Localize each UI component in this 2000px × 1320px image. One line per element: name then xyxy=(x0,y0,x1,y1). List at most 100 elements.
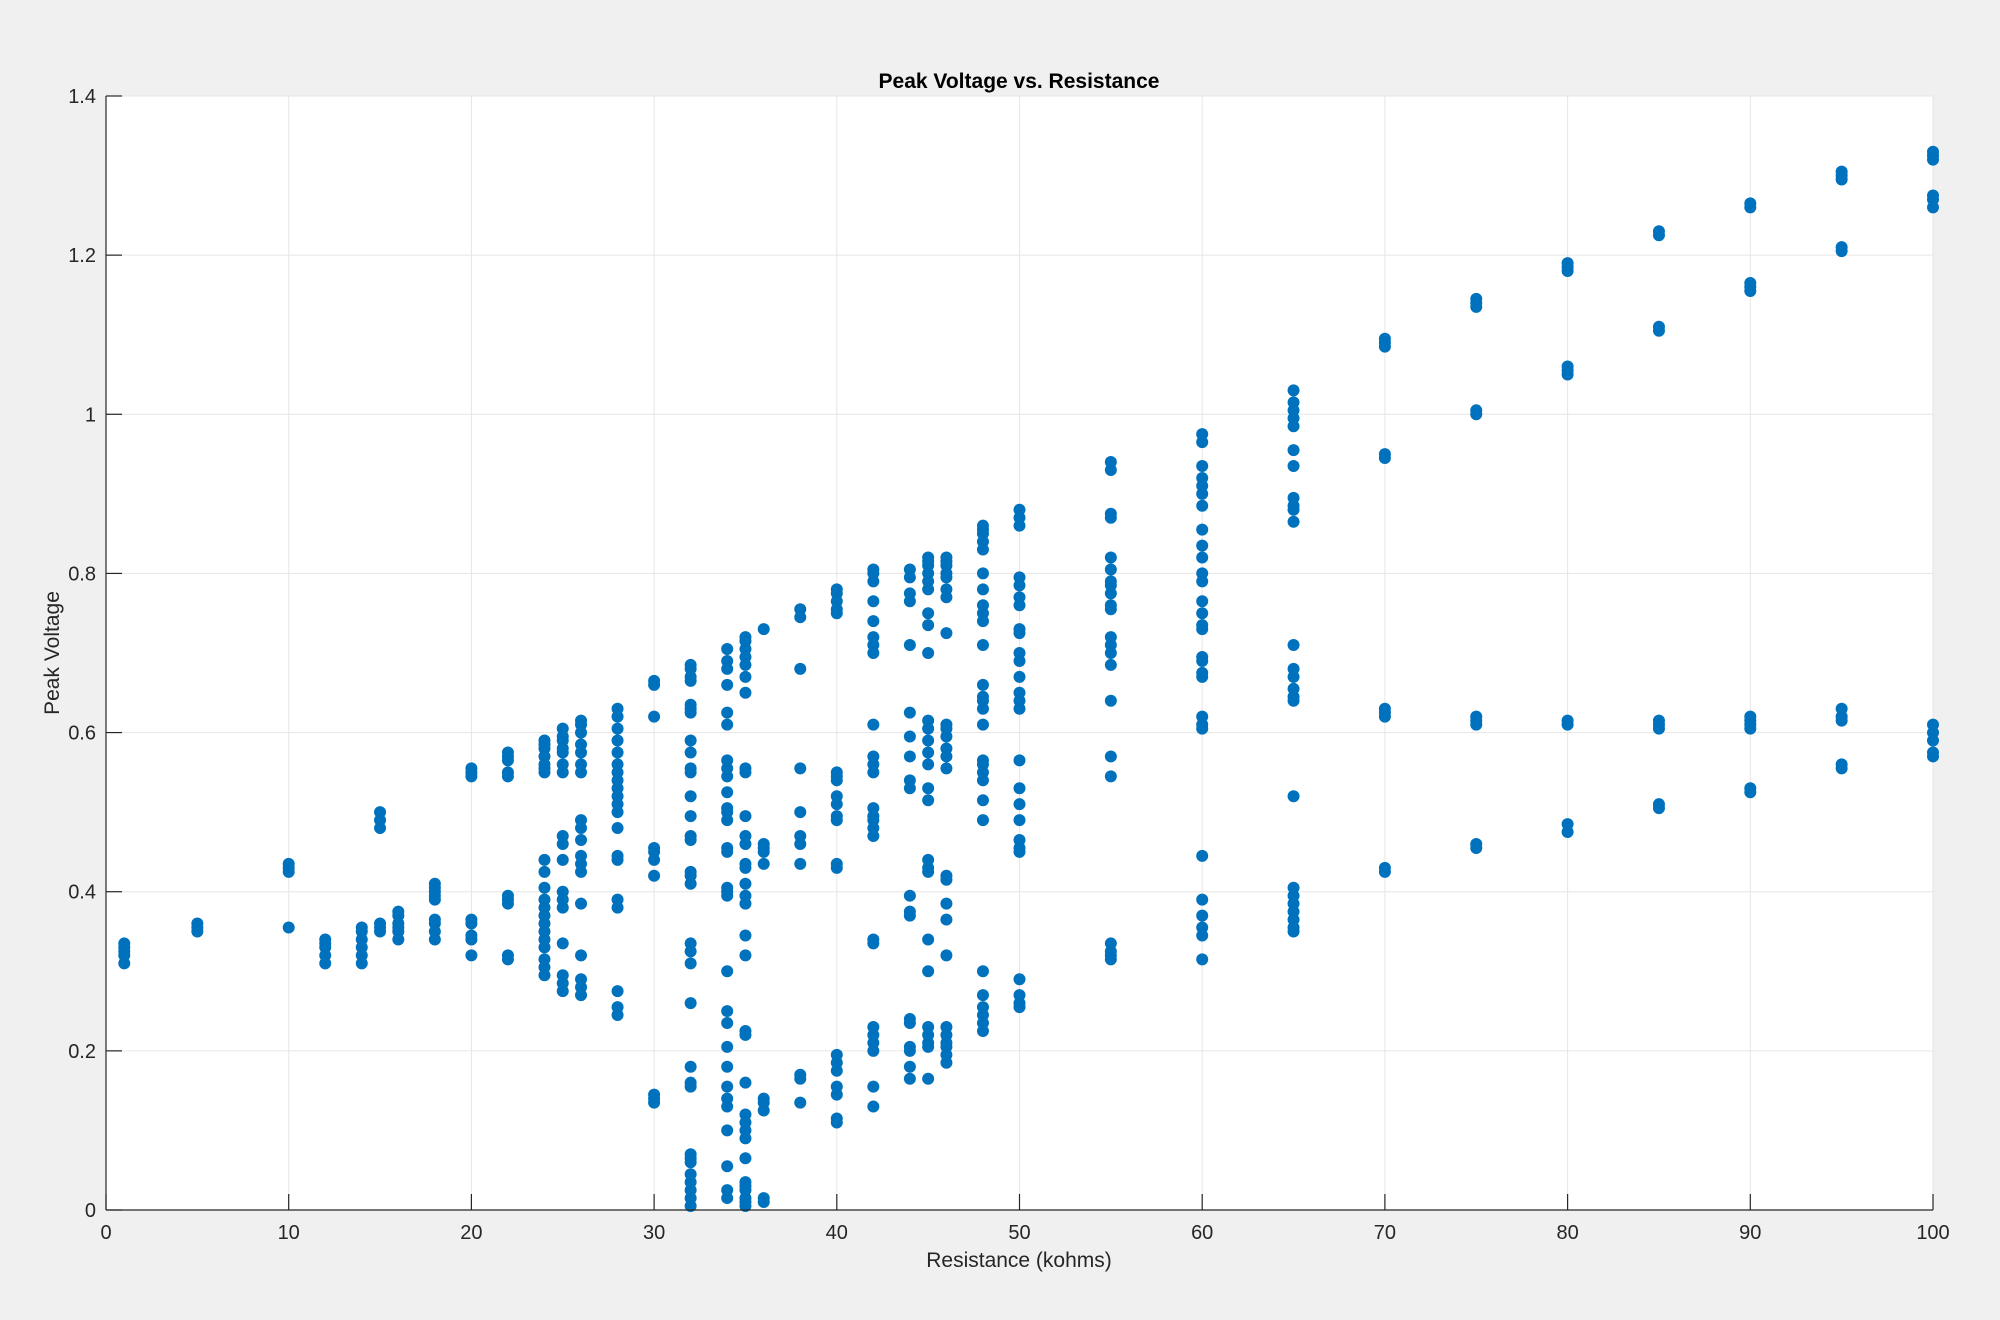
x-tick-label: 60 xyxy=(1191,1222,1213,1244)
scatter-point xyxy=(976,639,989,652)
scatter-point xyxy=(903,1013,916,1026)
scatter-point xyxy=(1287,460,1300,473)
scatter-point xyxy=(739,889,752,902)
scatter-point xyxy=(739,670,752,683)
scatter-point xyxy=(611,722,624,735)
scatter-point xyxy=(940,897,953,910)
scatter-point xyxy=(739,762,752,775)
scatter-point xyxy=(684,957,697,970)
scatter-point xyxy=(1196,607,1209,620)
scatter-point xyxy=(903,1060,916,1073)
scatter-point xyxy=(922,619,935,632)
scatter-point xyxy=(940,1020,953,1033)
scatter-point xyxy=(684,746,697,759)
scatter-point xyxy=(976,690,989,703)
scatter-point xyxy=(903,750,916,763)
scatter-point xyxy=(501,949,514,962)
scatter-point xyxy=(1196,539,1209,552)
scatter-point xyxy=(830,857,843,870)
scatter-point xyxy=(1104,631,1117,644)
scatter-point xyxy=(611,822,624,835)
scatter-point xyxy=(721,1017,734,1030)
scatter-point xyxy=(1835,758,1848,771)
scatter-point xyxy=(794,857,807,870)
scatter-point xyxy=(739,830,752,843)
scatter-point xyxy=(684,1168,697,1181)
scatter-point xyxy=(1744,782,1757,795)
scatter-point xyxy=(739,1024,752,1037)
scatter-point xyxy=(684,790,697,803)
scatter-point xyxy=(903,774,916,787)
scatter-point xyxy=(1561,818,1574,831)
x-axis-label: Resistance (kohms) xyxy=(926,1249,1112,1272)
scatter-point xyxy=(721,654,734,667)
y-tick-label: 0 xyxy=(85,1200,96,1222)
x-tick-label: 80 xyxy=(1556,1222,1578,1244)
scatter-point xyxy=(1652,320,1665,333)
scatter-point xyxy=(976,814,989,827)
scatter-point xyxy=(1196,849,1209,862)
scatter-point xyxy=(538,893,551,906)
scatter-point xyxy=(867,933,880,946)
scatter-point xyxy=(556,830,569,843)
scatter-point xyxy=(684,997,697,1010)
scatter-point xyxy=(1013,670,1026,683)
scatter-point xyxy=(191,917,204,930)
scatter-point xyxy=(830,1048,843,1061)
scatter-point xyxy=(684,1060,697,1073)
scatter-point xyxy=(1196,650,1209,663)
scatter-point xyxy=(1196,471,1209,484)
scatter-point xyxy=(1013,973,1026,986)
scatter-point xyxy=(1378,702,1391,715)
scatter-point xyxy=(903,1072,916,1085)
scatter-point xyxy=(1927,145,1939,158)
scatter-point xyxy=(922,647,935,659)
scatter-point xyxy=(538,953,551,966)
scatter-point xyxy=(721,1124,734,1137)
scatter-point xyxy=(922,933,935,946)
scatter-point xyxy=(721,1092,734,1105)
scatter-point xyxy=(922,758,935,771)
scatter-point xyxy=(611,702,624,715)
scatter-point xyxy=(575,738,588,751)
x-tick-label: 0 xyxy=(100,1222,111,1244)
x-tick-label: 100 xyxy=(1916,1222,1949,1244)
scatter-point xyxy=(739,686,752,699)
scatter-point xyxy=(976,599,989,612)
scatter-point xyxy=(757,857,770,870)
y-tick-label: 1.4 xyxy=(68,86,96,108)
scatter-point xyxy=(739,949,752,962)
scatter-point xyxy=(1287,790,1300,803)
scatter-point xyxy=(374,917,387,930)
x-tick-label: 90 xyxy=(1739,1222,1761,1244)
scatter-point xyxy=(1470,710,1483,723)
scatter-point xyxy=(721,881,734,894)
scatter-point xyxy=(940,913,953,926)
scatter-point xyxy=(739,877,752,890)
scatter-point xyxy=(428,877,441,890)
scatter-point xyxy=(940,949,953,962)
scatter-point xyxy=(903,587,916,600)
scatter-point xyxy=(1104,770,1117,783)
scatter-point xyxy=(611,849,624,862)
scatter-point xyxy=(556,758,569,771)
x-tick-label: 20 xyxy=(460,1222,482,1244)
scatter-point xyxy=(721,1184,734,1197)
scatter-point xyxy=(319,933,332,946)
scatter-point xyxy=(1104,456,1117,469)
scatter-point xyxy=(1196,523,1209,536)
data-points xyxy=(118,145,1939,1213)
scatter-point xyxy=(940,718,953,731)
scatter-point xyxy=(1196,567,1209,580)
scatter-point xyxy=(1196,595,1209,608)
scatter-point xyxy=(1561,714,1574,727)
scatter-point xyxy=(501,766,514,779)
scatter-point xyxy=(355,921,368,934)
scatter-point xyxy=(721,678,734,691)
scatter-point xyxy=(538,734,551,747)
scatter-point xyxy=(922,794,935,807)
x-tick-label: 50 xyxy=(1008,1222,1030,1244)
scatter-point xyxy=(465,762,478,775)
scatter-point xyxy=(392,905,405,918)
scatter-point xyxy=(721,1080,734,1093)
